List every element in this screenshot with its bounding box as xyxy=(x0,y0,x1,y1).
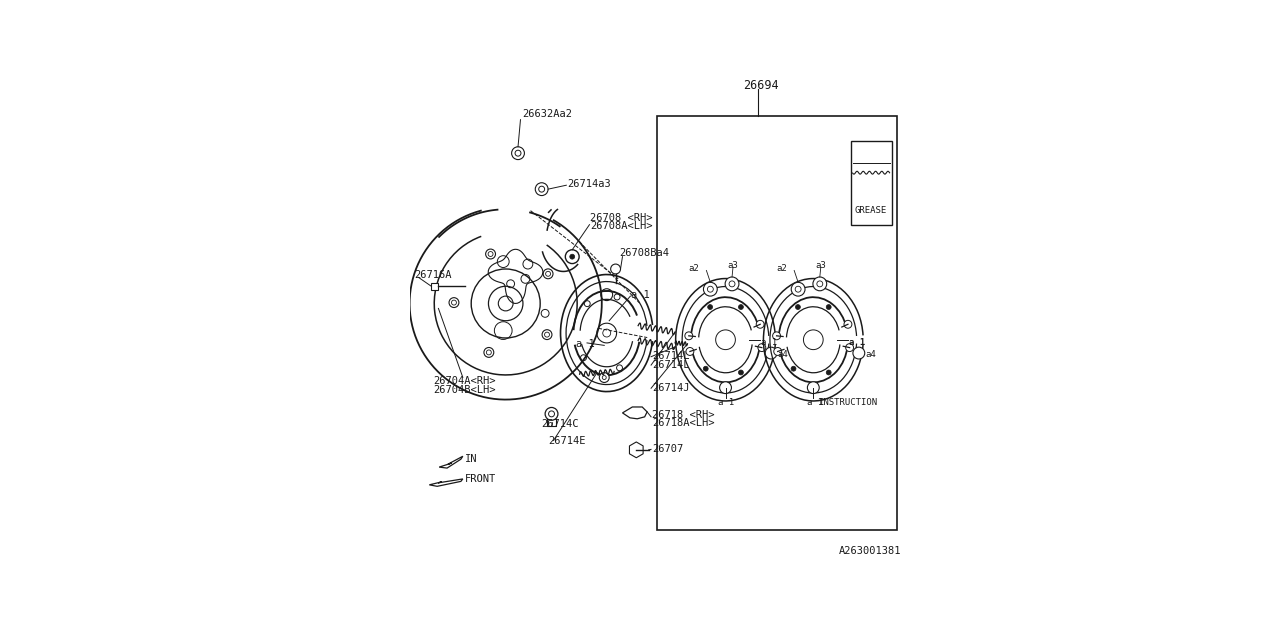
Text: 26707: 26707 xyxy=(652,444,684,454)
Circle shape xyxy=(570,254,575,259)
Bar xyxy=(851,141,892,225)
Text: a 1: a 1 xyxy=(631,290,650,300)
Circle shape xyxy=(813,277,827,291)
Circle shape xyxy=(791,282,805,296)
Text: 26704B<LH>: 26704B<LH> xyxy=(433,385,495,395)
Circle shape xyxy=(703,366,708,371)
Circle shape xyxy=(449,298,460,307)
Circle shape xyxy=(765,347,777,359)
Circle shape xyxy=(758,344,765,351)
Circle shape xyxy=(826,305,831,310)
Circle shape xyxy=(826,370,831,375)
Text: 26714J: 26714J xyxy=(652,383,690,393)
Text: a2: a2 xyxy=(689,264,699,273)
Text: GREASE: GREASE xyxy=(855,206,887,215)
Polygon shape xyxy=(630,442,643,458)
Text: 26714L: 26714L xyxy=(652,351,690,361)
Text: a2: a2 xyxy=(776,264,787,273)
Text: 26708 <RH>: 26708 <RH> xyxy=(590,212,653,223)
Bar xyxy=(431,283,438,290)
Polygon shape xyxy=(439,456,463,468)
Text: a 1: a 1 xyxy=(849,338,865,347)
Polygon shape xyxy=(429,479,463,486)
Circle shape xyxy=(512,147,525,159)
Circle shape xyxy=(535,183,548,196)
Text: 26708A<LH>: 26708A<LH> xyxy=(590,221,653,231)
Text: A263001381: A263001381 xyxy=(838,546,901,556)
Text: 26714E: 26714E xyxy=(549,436,586,447)
Circle shape xyxy=(773,348,782,355)
Circle shape xyxy=(756,321,764,328)
Text: 26718 <RH>: 26718 <RH> xyxy=(652,410,714,420)
Bar xyxy=(657,116,897,530)
Circle shape xyxy=(484,348,494,357)
Text: FRONT: FRONT xyxy=(466,474,497,484)
Text: 26718A<LH>: 26718A<LH> xyxy=(652,418,714,428)
Text: 26714L: 26714L xyxy=(652,360,690,369)
Text: a 1: a 1 xyxy=(808,398,823,407)
Circle shape xyxy=(704,282,717,296)
Circle shape xyxy=(791,366,796,371)
Circle shape xyxy=(852,347,865,359)
Text: 26694: 26694 xyxy=(744,79,778,92)
Text: 26714C: 26714C xyxy=(541,419,579,429)
Polygon shape xyxy=(622,407,648,419)
Circle shape xyxy=(739,370,744,375)
Text: a 1: a 1 xyxy=(762,338,777,347)
Circle shape xyxy=(795,305,800,310)
Circle shape xyxy=(739,305,744,310)
Circle shape xyxy=(846,344,854,351)
Text: 26716A: 26716A xyxy=(415,270,452,280)
Circle shape xyxy=(485,249,495,259)
Text: IN: IN xyxy=(466,454,477,464)
Circle shape xyxy=(708,305,713,310)
Circle shape xyxy=(726,277,739,291)
Circle shape xyxy=(543,269,553,279)
Circle shape xyxy=(685,332,692,340)
Text: a4: a4 xyxy=(777,350,788,359)
Circle shape xyxy=(686,348,694,355)
Text: 26708Ba4: 26708Ba4 xyxy=(620,248,669,258)
Text: 26704A<RH>: 26704A<RH> xyxy=(433,376,495,387)
Circle shape xyxy=(719,381,731,394)
Circle shape xyxy=(611,264,621,274)
Text: a4: a4 xyxy=(865,350,876,359)
Circle shape xyxy=(844,321,852,328)
Text: a 1: a 1 xyxy=(718,398,735,407)
Text: 26714a3: 26714a3 xyxy=(567,179,611,189)
Text: INSTRUCTION: INSTRUCTION xyxy=(818,398,877,407)
Circle shape xyxy=(599,372,609,383)
Text: a3: a3 xyxy=(815,260,826,269)
Text: a 1: a 1 xyxy=(576,339,595,349)
Text: a3: a3 xyxy=(727,260,737,269)
Circle shape xyxy=(545,408,558,420)
Circle shape xyxy=(808,381,819,394)
Text: 26632Aa2: 26632Aa2 xyxy=(522,109,572,119)
Circle shape xyxy=(543,330,552,340)
Circle shape xyxy=(773,332,781,340)
